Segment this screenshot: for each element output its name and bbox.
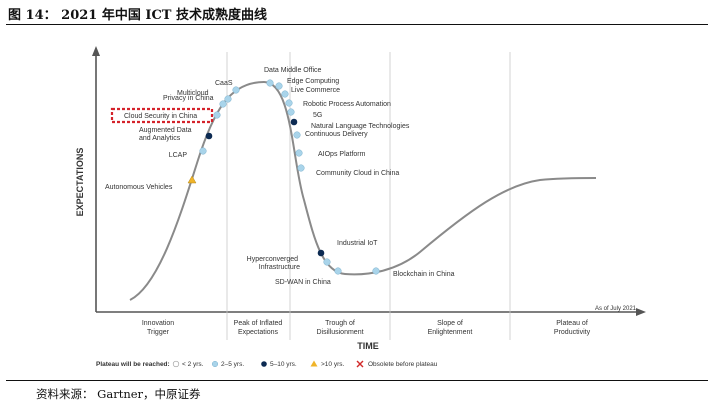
circle-marker — [293, 131, 301, 139]
tech-label: Community Cloud in China — [316, 170, 399, 177]
tech-label: Natural Language Technologies — [311, 123, 410, 130]
white-circle-icon — [172, 360, 180, 368]
phase-labels: Innovation Trigger Peak of Inflated Expe… — [142, 320, 591, 336]
y-axis-arrow-icon — [92, 46, 100, 56]
tech-label: CaaS — [215, 80, 233, 87]
tech-label: Continuous Delivery — [305, 131, 368, 138]
hype-curve — [129, 80, 597, 301]
tech-label: Blockchain in China — [393, 271, 455, 278]
tech-label: Privacy in China — [163, 95, 214, 102]
phase-label: Expectations — [238, 329, 279, 336]
tech-label: LCAP — [169, 152, 188, 159]
legend-title: Plateau will be reached: — [96, 361, 170, 368]
navy-circle-icon — [261, 361, 267, 367]
tech-label: Multicloud — [177, 90, 209, 97]
circle-marker — [317, 249, 325, 257]
technology-labels: Autonomous Vehicles LCAP Augmented Data … — [105, 67, 455, 286]
circle-marker — [295, 149, 303, 157]
phase-dividers — [226, 52, 511, 340]
tech-label: Live Commerce — [291, 87, 340, 94]
phase-label: Peak of Inflated — [234, 320, 283, 327]
circle-marker — [224, 95, 232, 103]
phase-label: Plateau of — [556, 320, 588, 327]
yellow-triangle-icon — [310, 360, 318, 367]
circle-marker — [290, 118, 298, 126]
figure-source: 资料来源： Gartner，中原证券 — [36, 387, 201, 401]
tech-label: Cloud Security in China — [124, 113, 197, 120]
triangle-marker — [187, 175, 197, 184]
circle-marker — [199, 147, 207, 155]
circle-marker — [275, 82, 283, 90]
tech-label: Industrial IoT — [337, 240, 378, 247]
circle-marker — [266, 79, 274, 87]
circle-marker — [297, 164, 305, 172]
legend-label: >10 yrs. — [321, 361, 344, 368]
technology-markers — [187, 79, 380, 275]
circle-marker — [232, 86, 240, 94]
legend-label: Obsolete before plateau — [368, 361, 438, 368]
light-blue-circle-icon — [211, 360, 219, 368]
tech-label: AIOps Platform — [318, 151, 366, 158]
legend-label: 2–5 yrs. — [221, 361, 244, 368]
tech-label: Edge Computing — [287, 78, 339, 85]
circle-marker — [281, 90, 289, 98]
x-axis-arrow-icon — [636, 308, 646, 316]
tech-label: SD-WAN in China — [275, 279, 331, 286]
legend-label: < 2 yrs. — [182, 361, 204, 368]
phase-label: Trough of — [325, 320, 355, 327]
tech-label: Autonomous Vehicles — [105, 184, 173, 191]
as-of-label: As of July 2021 — [595, 306, 637, 312]
y-axis-label: EXPECTATIONS — [75, 148, 85, 217]
phase-label: Enlightenment — [428, 329, 473, 336]
circle-marker — [219, 100, 227, 108]
highlight-box — [110, 107, 214, 124]
figure-title: 图 14： 2021 年中国 ICT 技术成熟度曲线 — [8, 8, 268, 23]
circle-marker — [205, 132, 213, 140]
circle-marker — [285, 99, 293, 107]
x-axis-label: TIME — [357, 341, 379, 351]
circle-marker — [323, 258, 331, 266]
phase-label: Trigger — [147, 329, 170, 336]
tech-label: 5G — [313, 112, 322, 119]
legend: Plateau will be reached: < 2 yrs. 2–5 yr… — [96, 360, 438, 368]
tech-label: Hyperconverged Infrastructure — [247, 256, 300, 271]
phase-label: Slope of — [437, 320, 463, 327]
bottom-rule — [6, 380, 708, 381]
circle-marker — [287, 108, 295, 116]
tech-label: Robotic Process Automation — [303, 101, 391, 108]
tech-label: Augmented Data and Analytics — [139, 127, 194, 142]
phase-label: Disillusionment — [316, 329, 363, 336]
circle-marker — [372, 267, 380, 275]
red-x-icon — [356, 360, 364, 368]
circle-marker — [334, 267, 342, 275]
legend-label: 5–10 yrs. — [270, 361, 297, 368]
circle-marker — [213, 111, 221, 119]
top-rule — [6, 24, 708, 25]
phase-label: Productivity — [554, 329, 591, 336]
phase-label: Innovation — [142, 320, 174, 327]
tech-label: Data Middle Office — [264, 67, 322, 74]
